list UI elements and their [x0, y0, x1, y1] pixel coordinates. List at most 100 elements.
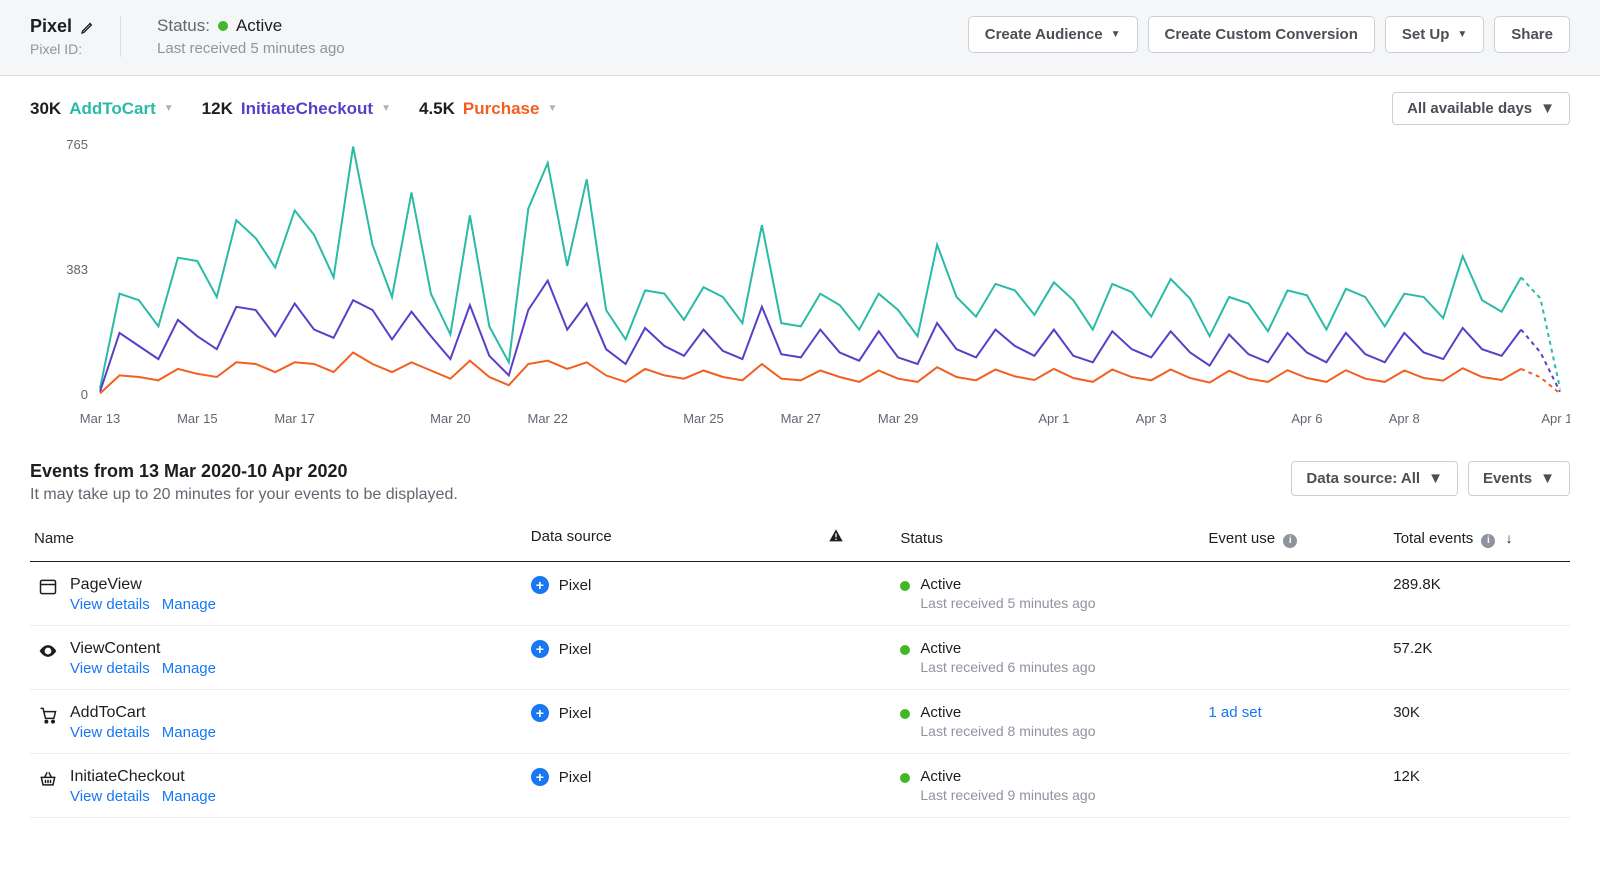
col-status[interactable]: Status: [892, 518, 1200, 562]
events-header-row: Events from 13 Mar 2020-10 Apr 2020 It m…: [30, 461, 1570, 504]
chart-line-purchase-projected: [1521, 369, 1560, 394]
status-subtext: Last received 5 minutes ago: [157, 40, 345, 57]
share-label: Share: [1511, 26, 1553, 43]
status-dot-icon: [218, 21, 228, 31]
events-filter-button[interactable]: Events ▼: [1468, 461, 1570, 496]
legend-item-addtocart[interactable]: 30KAddToCart▼: [30, 99, 174, 119]
caret-down-icon: ▼: [1540, 100, 1555, 117]
total-events-value: 12K: [1385, 754, 1570, 818]
set-up-button[interactable]: Set Up ▼: [1385, 16, 1484, 53]
col-total-events[interactable]: Total events i ↓: [1385, 518, 1570, 562]
set-up-label: Set Up: [1402, 26, 1450, 43]
legend-series-name: AddToCart: [69, 99, 156, 119]
row-status: Active: [920, 640, 1095, 657]
header-actions: Create Audience ▼ Create Custom Conversi…: [968, 16, 1570, 53]
chart-line-purchase: [100, 353, 1521, 394]
data-source-value: Pixel: [559, 577, 592, 594]
col-total-events-label: Total events: [1393, 530, 1473, 547]
events-section: Events from 13 Mar 2020-10 Apr 2020 It m…: [0, 443, 1600, 818]
svg-text:765: 765: [66, 137, 88, 152]
table-row: AddToCartView detailsManage+PixelActiveL…: [30, 690, 1570, 754]
status-block: Status: Active Last received 5 minutes a…: [149, 16, 345, 57]
window-icon: [38, 577, 58, 597]
create-audience-label: Create Audience: [985, 26, 1103, 43]
events-title: Events from 13 Mar 2020-10 Apr 2020: [30, 461, 458, 482]
data-source-value: Pixel: [559, 769, 592, 786]
plus-circle-icon[interactable]: +: [531, 640, 549, 658]
legend-count: 30K: [30, 99, 61, 119]
row-status-time: Last received 6 minutes ago: [920, 659, 1095, 675]
view-details-link[interactable]: View details: [70, 660, 150, 677]
legend-item-initiatecheckout[interactable]: 12KInitiateCheckout▼: [202, 99, 391, 119]
events-table: Name Data source Status Event use i Tota…: [30, 518, 1570, 818]
warning-icon: [828, 528, 844, 549]
pixel-title-row: Pixel: [30, 16, 96, 37]
events-line-chart: 7653830Mar 13Mar 15Mar 17Mar 20Mar 22Mar…: [30, 135, 1570, 435]
col-name[interactable]: Name: [30, 518, 523, 562]
view-details-link[interactable]: View details: [70, 724, 150, 741]
chart-legend-row: 30KAddToCart▼12KInitiateCheckout▼4.5KPur…: [30, 92, 1570, 125]
svg-text:Apr 6: Apr 6: [1291, 411, 1322, 426]
col-data-source[interactable]: Data source: [523, 518, 893, 562]
share-button[interactable]: Share: [1494, 16, 1570, 53]
status-label: Status:: [157, 16, 210, 36]
date-range-button[interactable]: All available days ▼: [1392, 92, 1570, 125]
table-header-row: Name Data source Status Event use i Tota…: [30, 518, 1570, 562]
header-left: Pixel Pixel ID: Status: Active Last rece…: [30, 16, 345, 57]
svg-text:Mar 29: Mar 29: [878, 411, 918, 426]
status-dot-icon: [900, 581, 910, 591]
legend-count: 12K: [202, 99, 233, 119]
table-row: InitiateCheckoutView detailsManage+Pixel…: [30, 754, 1570, 818]
eye-icon: [38, 641, 58, 661]
status-row: Status: Active: [157, 16, 345, 36]
edit-icon[interactable]: [80, 19, 96, 35]
view-details-link[interactable]: View details: [70, 596, 150, 613]
legend-count: 4.5K: [419, 99, 455, 119]
table-row: PageViewView detailsManage+PixelActiveLa…: [30, 562, 1570, 626]
create-conversion-button[interactable]: Create Custom Conversion: [1148, 16, 1375, 53]
caret-down-icon: ▼: [381, 103, 391, 114]
svg-text:Mar 20: Mar 20: [430, 411, 470, 426]
create-audience-button[interactable]: Create Audience ▼: [968, 16, 1138, 53]
caret-down-icon: ▼: [1457, 29, 1467, 40]
data-source-filter-button[interactable]: Data source: All ▼: [1291, 461, 1458, 496]
svg-text:Mar 22: Mar 22: [527, 411, 567, 426]
pixel-id-label: Pixel ID:: [30, 41, 96, 57]
row-status: Active: [920, 768, 1095, 785]
status-dot-icon: [900, 773, 910, 783]
svg-text:Apr 11: Apr 11: [1541, 411, 1570, 426]
caret-down-icon: ▼: [1540, 470, 1555, 487]
svg-text:Mar 27: Mar 27: [781, 411, 821, 426]
manage-link[interactable]: Manage: [162, 788, 216, 805]
view-details-link[interactable]: View details: [70, 788, 150, 805]
plus-circle-icon[interactable]: +: [531, 704, 549, 722]
basket-icon: [38, 769, 58, 789]
manage-link[interactable]: Manage: [162, 724, 216, 741]
col-event-use[interactable]: Event use i: [1200, 518, 1385, 562]
manage-link[interactable]: Manage: [162, 596, 216, 613]
data-source-value: Pixel: [559, 641, 592, 658]
info-icon: i: [1481, 534, 1495, 548]
events-header-text: Events from 13 Mar 2020-10 Apr 2020 It m…: [30, 461, 458, 504]
svg-text:Apr 3: Apr 3: [1136, 411, 1167, 426]
event-name: PageView: [70, 576, 216, 594]
data-source-filter-label: Data source: All: [1306, 470, 1420, 487]
row-status-time: Last received 9 minutes ago: [920, 787, 1095, 803]
total-events-value: 289.8K: [1385, 562, 1570, 626]
status-dot-icon: [900, 645, 910, 655]
date-range-label: All available days: [1407, 100, 1532, 117]
cart-icon: [38, 705, 58, 725]
status-dot-icon: [900, 709, 910, 719]
chart-section: 30KAddToCart▼12KInitiateCheckout▼4.5KPur…: [0, 76, 1600, 443]
plus-circle-icon[interactable]: +: [531, 576, 549, 594]
event-use-link[interactable]: 1 ad set: [1208, 704, 1261, 721]
total-events-value: 57.2K: [1385, 626, 1570, 690]
caret-down-icon: ▼: [547, 103, 557, 114]
chart-container: 7653830Mar 13Mar 15Mar 17Mar 20Mar 22Mar…: [30, 135, 1570, 435]
plus-circle-icon[interactable]: +: [531, 768, 549, 786]
legend-series-name: Purchase: [463, 99, 540, 119]
caret-down-icon: ▼: [1428, 470, 1443, 487]
manage-link[interactable]: Manage: [162, 660, 216, 677]
row-status-time: Last received 5 minutes ago: [920, 595, 1095, 611]
legend-item-purchase[interactable]: 4.5K Purchase ▼: [419, 99, 557, 119]
